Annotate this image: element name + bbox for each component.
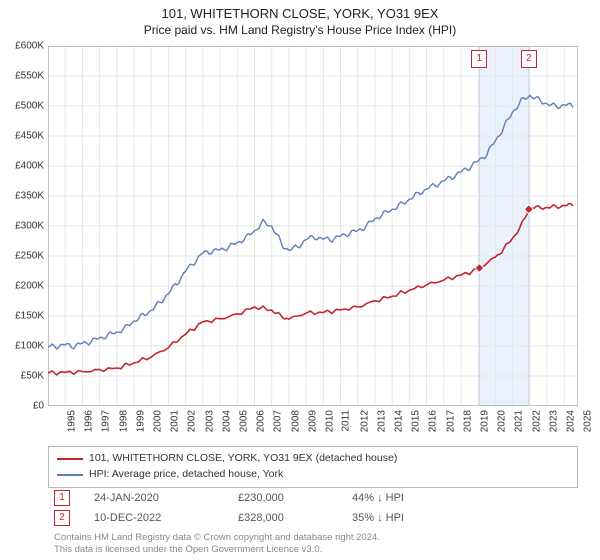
x-tick-label: 2023 <box>548 410 559 432</box>
y-tick-label: £450K <box>0 131 44 142</box>
y-tick-label: £0 <box>0 401 44 412</box>
x-tick-label: 2013 <box>376 410 387 432</box>
x-tick-label: 2016 <box>428 410 439 432</box>
x-tick-label: 2024 <box>565 410 576 432</box>
x-tick-label: 2010 <box>324 410 335 432</box>
sale-marker-1: 1 <box>471 50 487 68</box>
chart-title: 101, WHITETHORN CLOSE, YORK, YO31 9EX <box>0 0 600 23</box>
x-tick-label: 2012 <box>359 410 370 432</box>
x-tick-label: 2004 <box>221 410 232 432</box>
tx-number: 1 <box>54 490 70 506</box>
x-tick-label: 1999 <box>135 410 146 432</box>
legend-swatch <box>57 474 83 476</box>
x-tick-label: 2011 <box>341 410 352 432</box>
tx-price: £328,000 <box>238 512 328 524</box>
tx-pct: 35% ↓ HPI <box>352 512 452 524</box>
x-tick-label: 1996 <box>83 410 94 432</box>
plot-area <box>48 46 578 406</box>
x-tick-label: 2014 <box>393 410 404 432</box>
x-tick-label: 2002 <box>187 410 198 432</box>
legend-item: 101, WHITETHORN CLOSE, YORK, YO31 9EX (d… <box>57 451 569 467</box>
x-tick-label: 2020 <box>496 410 507 432</box>
x-tick-label: 2019 <box>479 410 490 432</box>
x-tick-label: 2017 <box>445 410 456 432</box>
y-tick-label: £400K <box>0 161 44 172</box>
x-tick-label: 2022 <box>531 410 542 432</box>
x-tick-label: 2007 <box>273 410 284 432</box>
legend-swatch <box>57 458 83 460</box>
legend-label: HPI: Average price, detached house, York <box>89 467 283 483</box>
tx-pct: 44% ↓ HPI <box>352 492 452 504</box>
x-tick-label: 2025 <box>582 410 593 432</box>
tx-date: 24-JAN-2020 <box>94 492 214 504</box>
x-tick-label: 1997 <box>101 410 112 432</box>
x-tick-label: 2000 <box>152 410 163 432</box>
y-tick-label: £300K <box>0 221 44 232</box>
table-row: 2 10-DEC-2022 £328,000 35% ↓ HPI <box>48 508 578 528</box>
x-tick-label: 2006 <box>256 410 267 432</box>
chart-svg <box>48 46 578 406</box>
tx-number: 2 <box>54 510 70 526</box>
y-tick-label: £600K <box>0 41 44 52</box>
copyright-line: This data is licensed under the Open Gov… <box>54 544 322 555</box>
x-tick-label: 2008 <box>290 410 301 432</box>
x-tick-label: 2001 <box>169 410 180 432</box>
legend-label: 101, WHITETHORN CLOSE, YORK, YO31 9EX (d… <box>89 451 397 467</box>
copyright-line: Contains HM Land Registry data © Crown c… <box>54 532 380 543</box>
x-tick-label: 2018 <box>462 410 473 432</box>
legend-item: HPI: Average price, detached house, York <box>57 467 569 483</box>
transactions-table: 1 24-JAN-2020 £230,000 44% ↓ HPI 2 10-DE… <box>48 488 578 528</box>
x-tick-label: 2021 <box>514 410 525 432</box>
y-tick-label: £350K <box>0 191 44 202</box>
x-tick-label: 1998 <box>118 410 129 432</box>
table-row: 1 24-JAN-2020 £230,000 44% ↓ HPI <box>48 488 578 508</box>
x-tick-label: 2015 <box>410 410 421 432</box>
copyright: Contains HM Land Registry data © Crown c… <box>48 532 590 556</box>
sale-marker-2: 2 <box>521 50 537 68</box>
tx-date: 10-DEC-2022 <box>94 512 214 524</box>
y-tick-label: £100K <box>0 341 44 352</box>
tx-price: £230,000 <box>238 492 328 504</box>
legend: 101, WHITETHORN CLOSE, YORK, YO31 9EX (d… <box>48 446 578 488</box>
x-tick-label: 2003 <box>204 410 215 432</box>
chart-subtitle: Price paid vs. HM Land Registry's House … <box>0 23 600 41</box>
y-tick-label: £50K <box>0 371 44 382</box>
y-tick-label: £550K <box>0 71 44 82</box>
x-tick-label: 2005 <box>238 410 249 432</box>
y-tick-label: £150K <box>0 311 44 322</box>
y-tick-label: £200K <box>0 281 44 292</box>
x-tick-label: 1995 <box>66 410 77 432</box>
y-tick-label: £500K <box>0 101 44 112</box>
y-tick-label: £250K <box>0 251 44 262</box>
x-tick-label: 2009 <box>307 410 318 432</box>
